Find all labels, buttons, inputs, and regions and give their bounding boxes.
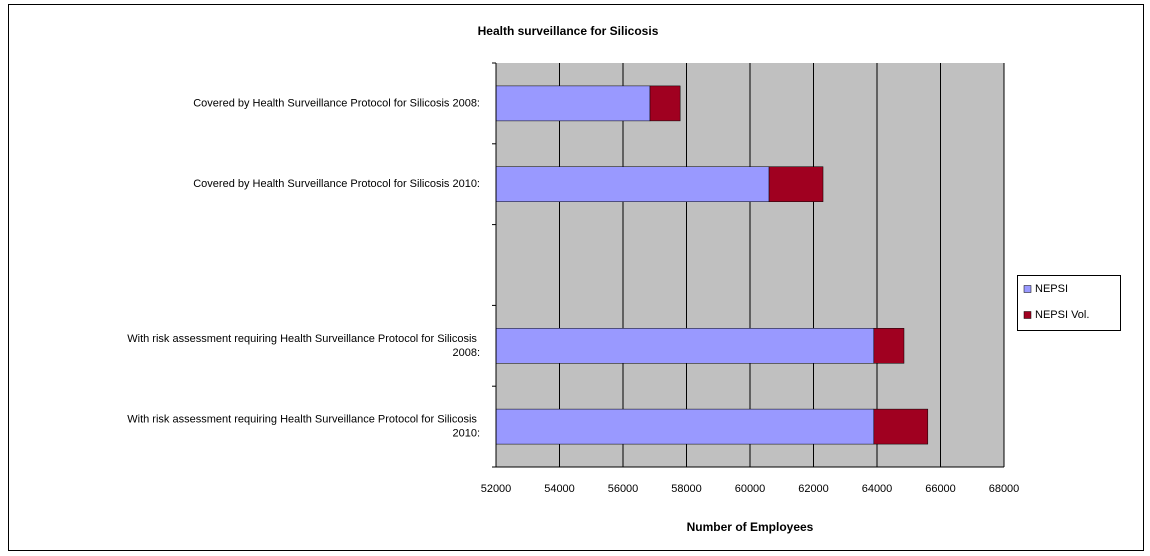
legend-label: NEPSI bbox=[1035, 283, 1068, 295]
bar bbox=[495, 166, 770, 202]
legend-label: NEPSI Vol. bbox=[1035, 309, 1089, 321]
y-tick-label: With risk assessment requiring Health Su… bbox=[127, 414, 480, 440]
x-tick-label: 52000 bbox=[481, 483, 512, 495]
bar bbox=[873, 408, 929, 445]
legend-swatch bbox=[1023, 311, 1032, 319]
legend-box bbox=[1017, 275, 1121, 331]
label-line: 2008: bbox=[452, 347, 480, 359]
x-tick-label: 68000 bbox=[989, 483, 1020, 495]
y-tick-label: Covered by Health Surveillance Protocol … bbox=[193, 178, 480, 190]
x-tick-label: 54000 bbox=[544, 483, 575, 495]
label-line: With risk assessment requiring Health Su… bbox=[127, 333, 480, 345]
bar bbox=[768, 166, 824, 202]
x-tick-label: 56000 bbox=[608, 483, 639, 495]
legend-swatch bbox=[1023, 285, 1032, 293]
x-tick-label: 64000 bbox=[862, 483, 893, 495]
label-line: With risk assessment requiring Health Su… bbox=[127, 414, 480, 426]
y-tick-label: With risk assessment requiring Health Su… bbox=[127, 333, 480, 359]
bar bbox=[649, 85, 681, 122]
x-tick-label: 62000 bbox=[798, 483, 829, 495]
x-tick-label: 60000 bbox=[735, 483, 766, 495]
x-tick-label: 66000 bbox=[925, 483, 956, 495]
label-line: 2010: bbox=[452, 428, 480, 440]
y-tick-label: Covered by Health Surveillance Protocol … bbox=[193, 97, 480, 109]
bar bbox=[495, 408, 875, 445]
bar bbox=[495, 328, 875, 364]
chart-title: Health surveillance for Silicosis bbox=[478, 24, 659, 38]
bar bbox=[495, 85, 651, 122]
bar bbox=[873, 328, 905, 364]
x-tick-label: 58000 bbox=[671, 483, 702, 495]
x-axis-label: Number of Employees bbox=[687, 520, 814, 534]
